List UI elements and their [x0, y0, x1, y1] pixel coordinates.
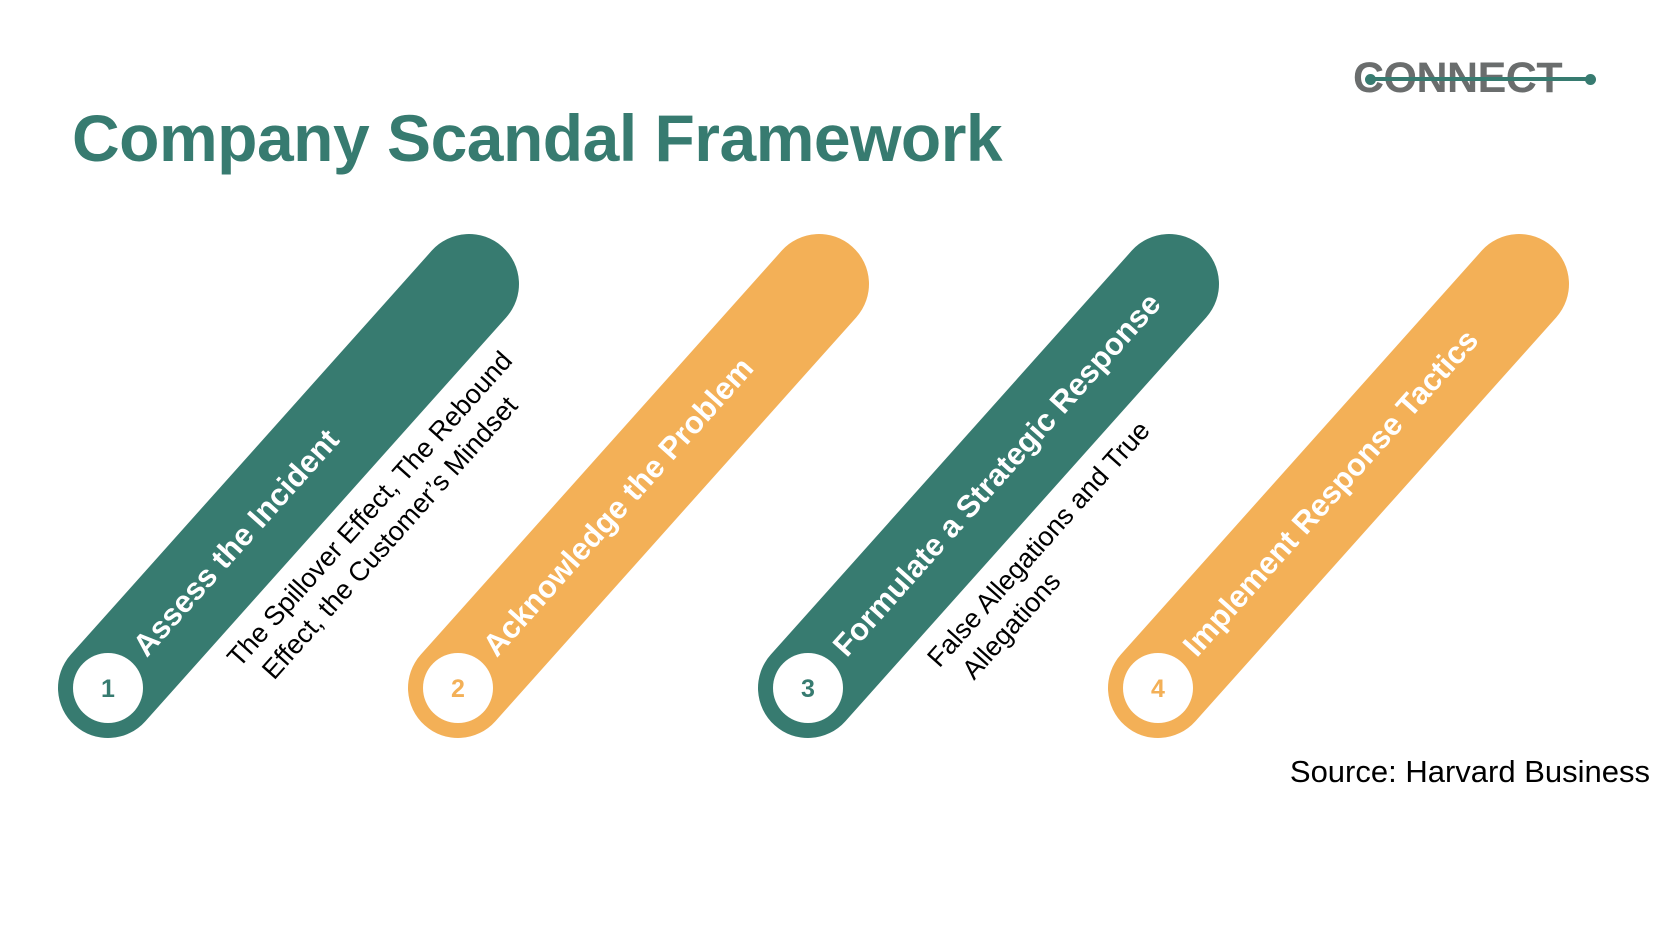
- connect-logo: CONNECT: [1353, 56, 1603, 100]
- step-number: 3: [801, 675, 815, 703]
- logo-dot-left: [1365, 74, 1376, 85]
- step-2: 2 Acknowledge the Problem: [408, 234, 869, 738]
- step-number: 4: [1151, 675, 1165, 703]
- step-label: Implement Response Tactics: [1176, 323, 1485, 663]
- step-pill: [408, 234, 869, 738]
- logo-line: [1369, 77, 1589, 81]
- step-number-circle: [773, 653, 843, 723]
- step-4: 4 Implement Response Tactics: [1108, 234, 1569, 738]
- logo-dot-right: [1585, 74, 1596, 85]
- step-number-circle: [73, 653, 143, 723]
- step-pill: [1108, 234, 1569, 738]
- source-citation: Source: Harvard Business: [1289, 754, 1650, 789]
- step-number-circle: [423, 653, 493, 723]
- step-pill: [58, 234, 519, 738]
- step-number: 1: [101, 675, 115, 703]
- step-label: Acknowledge the Problem: [476, 351, 760, 663]
- page-title: Company Scandal Framework: [72, 101, 1003, 175]
- step-pill: [758, 234, 1219, 738]
- step-number: 2: [451, 675, 465, 703]
- step-number-circle: [1123, 653, 1193, 723]
